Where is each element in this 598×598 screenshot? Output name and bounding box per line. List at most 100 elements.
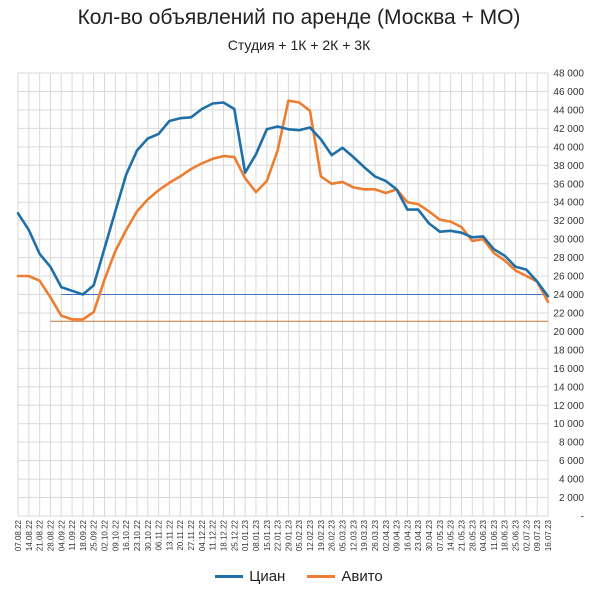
data-point-cian [384, 180, 387, 182]
x-tick-label: 04.09.22 [57, 519, 66, 551]
data-point-avito [406, 201, 409, 204]
data-point-avito [146, 198, 149, 201]
data-point-cian [255, 153, 257, 156]
y-tick-label: 46 000 [553, 87, 584, 98]
data-point-avito [168, 181, 171, 184]
x-tick-label: 19.03.23 [360, 519, 369, 551]
data-point-cian [38, 252, 41, 255]
chart-subtitle: Студия + 1К + 2К + 3К [227, 37, 371, 53]
x-tick-label: 15.01.23 [263, 519, 272, 551]
data-point-cian [438, 230, 441, 233]
data-point-avito [374, 188, 376, 191]
x-tick-label: 16.07.23 [544, 519, 553, 551]
data-point-avito [125, 228, 128, 231]
data-point-cian [81, 293, 84, 296]
y-tick-label: 4 000 [559, 475, 584, 486]
x-tick-label: 05.02.23 [295, 519, 304, 551]
x-tick-label: 29.01.23 [284, 519, 293, 551]
data-point-cian [71, 289, 73, 292]
x-tick-label: 19.02.23 [317, 519, 326, 551]
legend-item-cian[interactable]: Циан [215, 568, 285, 585]
x-tick-label: 18.06.23 [501, 519, 510, 551]
data-point-cian [514, 265, 517, 268]
legend-label-cian: Циан [249, 568, 286, 585]
data-point-cian [493, 248, 495, 251]
chart-title: Кол-во объявлений по аренде (Москва + МО… [77, 6, 521, 29]
data-point-avito [503, 259, 506, 262]
data-point-avito [222, 155, 225, 157]
data-point-avito [428, 210, 430, 213]
data-point-avito [179, 175, 182, 178]
data-point-avito [60, 314, 63, 317]
data-point-avito [92, 311, 95, 313]
x-tick-label: 22.01.23 [274, 519, 283, 551]
data-point-cian [525, 268, 528, 271]
y-tick-label: 42 000 [553, 124, 584, 135]
y-tick-label: 36 000 [553, 179, 584, 190]
data-point-avito [493, 252, 495, 254]
y-tick-label: 20 000 [553, 327, 584, 338]
x-tick-label: 28.08.22 [46, 519, 55, 551]
data-point-cian [428, 222, 430, 225]
y-tick-label: 10 000 [553, 419, 584, 430]
x-tick-label: 25.06.23 [512, 519, 521, 551]
legend-label-avito: Авито [341, 568, 383, 585]
data-point-cian [460, 231, 463, 234]
x-tick-label: 28.05.23 [468, 519, 477, 551]
series-line-avito [16, 99, 550, 321]
data-point-avito [157, 189, 160, 192]
data-point-cian [352, 156, 355, 158]
data-point-cian [103, 247, 106, 250]
data-point-avito [190, 168, 192, 170]
data-point-cian [17, 212, 19, 215]
data-point-cian [449, 229, 452, 232]
data-point-cian [136, 149, 138, 152]
data-point-cian [157, 133, 160, 135]
data-point-avito [17, 275, 19, 277]
x-tick-label: 13.11.22 [165, 519, 174, 550]
data-point-cian [233, 108, 236, 110]
data-point-cian [298, 129, 301, 132]
legend: Циан Авито [0, 568, 598, 585]
y-tick-label: 2 000 [559, 493, 584, 504]
x-tick-label: 04.06.23 [479, 519, 488, 551]
x-tick-label: 12.02.23 [306, 519, 315, 551]
x-tick-label: 12.03.23 [349, 519, 358, 551]
data-point-avito [233, 156, 236, 158]
x-tick-label: 01.01.23 [241, 519, 250, 551]
y-tick-label: 16 000 [553, 364, 584, 375]
x-tick-label: 11.12.22 [209, 519, 218, 550]
data-point-cian [265, 128, 268, 131]
x-tick-label: 04.12.22 [198, 519, 207, 551]
y-tick-label: 26 000 [553, 272, 584, 283]
data-point-cian [244, 171, 247, 174]
y-tick-label: 14 000 [553, 382, 584, 393]
data-point-avito [114, 250, 117, 253]
x-tick-label: 02.10.22 [101, 519, 110, 551]
data-point-avito [460, 226, 463, 229]
data-point-cian [406, 208, 409, 211]
data-point-avito [211, 157, 214, 160]
x-tick-label: 16.10.22 [122, 519, 131, 551]
data-point-avito [363, 188, 366, 191]
data-point-cian [319, 138, 322, 141]
data-point-cian [503, 254, 506, 257]
y-tick-label: - [581, 512, 584, 523]
y-tick-label: 34 000 [553, 198, 584, 209]
data-point-avito [265, 180, 268, 182]
x-tick-label: 09.07.23 [533, 519, 542, 551]
data-point-avito [525, 275, 528, 277]
data-point-cian [92, 284, 95, 287]
y-tick-label: 22 000 [553, 308, 584, 319]
x-tick-label: 23.04.23 [414, 519, 423, 551]
x-tick-label: 16.04.23 [403, 519, 412, 551]
data-point-avito [352, 186, 355, 189]
data-point-cian [547, 295, 549, 298]
data-point-cian [287, 128, 290, 131]
data-point-avito [298, 101, 301, 104]
data-point-cian [179, 117, 182, 120]
x-tick-label: 07.05.23 [436, 519, 445, 551]
x-tick-label: 30.04.23 [425, 519, 434, 551]
data-point-cian [125, 173, 128, 176]
legend-item-avito[interactable]: Авито [307, 568, 383, 585]
